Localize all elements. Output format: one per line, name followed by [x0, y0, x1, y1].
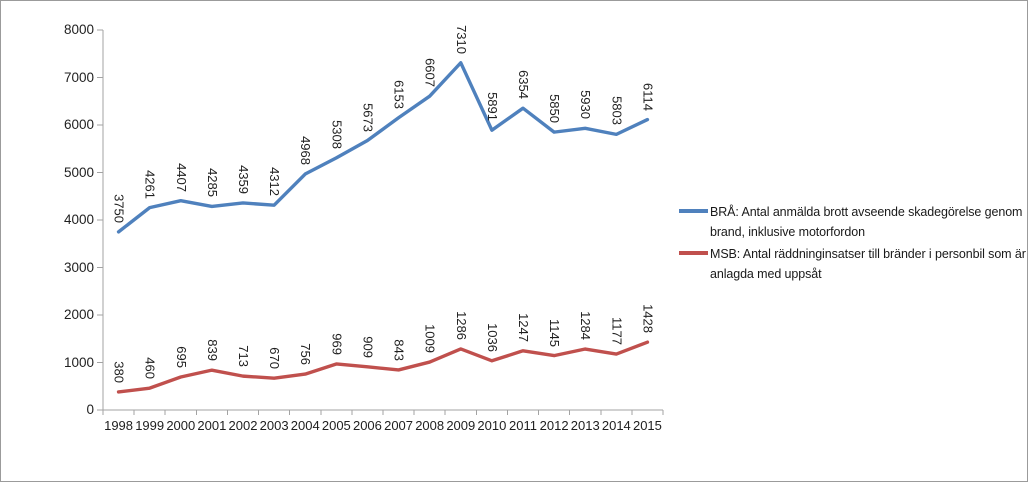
x-tick-label: 2000: [166, 418, 196, 433]
legend-label: BRÅ: Antal anmälda brott avseende skadeg…: [710, 205, 1023, 239]
series-line-msb: [116, 340, 650, 394]
data-label: 756: [298, 343, 314, 366]
legend-line-icon: [679, 209, 708, 213]
legend-entry-bra: BRÅ: Antal anmälda brott avseende skadeg…: [679, 202, 1027, 242]
x-tick-label: 2002: [228, 418, 258, 433]
data-label: 380: [111, 361, 127, 383]
data-label: 5850: [547, 94, 563, 124]
x-tick-label: 2013: [570, 418, 600, 433]
x-tick-label: 1998: [104, 418, 134, 433]
y-tick-label: 6000: [63, 117, 94, 132]
x-tick-label: 2006: [352, 418, 382, 433]
data-label: 1247: [516, 312, 531, 342]
legend-line-icon: [679, 251, 708, 255]
x-tick-label: 2007: [384, 418, 414, 433]
data-label: 1177: [609, 317, 625, 346]
x-tick-label: 2012: [539, 418, 569, 433]
data-label: 3750: [111, 193, 127, 223]
data-label: 1428: [640, 304, 656, 334]
x-tick-label: 2005: [321, 418, 351, 433]
data-label: 909: [360, 336, 376, 358]
data-label: 4968: [298, 136, 314, 166]
data-label: 1036: [484, 322, 500, 352]
data-label: 1286: [453, 310, 469, 340]
data-label: 695: [173, 346, 189, 368]
data-label: 6114: [640, 82, 656, 111]
data-label: 5673: [360, 102, 376, 132]
data-label: 969: [329, 333, 345, 355]
legend-entry-msb: MSB: Antal räddninginsatser till bränder…: [679, 244, 1027, 284]
x-tick-label: 2014: [601, 418, 631, 433]
data-label: 4359: [236, 165, 251, 194]
y-tick-label: 8000: [63, 22, 94, 37]
legend-label: MSB: Antal räddninginsatser till bränder…: [710, 247, 1026, 281]
data-label: 713: [236, 345, 251, 368]
data-label: 839: [204, 339, 220, 362]
data-label: 6153: [391, 79, 407, 109]
data-label: 4285: [204, 168, 220, 198]
x-tick-label: 2010: [477, 418, 507, 433]
x-tick-label: 2008: [415, 418, 445, 433]
data-label: 5308: [329, 119, 345, 149]
x-tick-label: 1999: [135, 418, 165, 433]
data-label: 6354: [516, 70, 531, 100]
data-label: 670: [267, 347, 283, 370]
y-tick-label: 3000: [63, 259, 94, 275]
data-label: 1145: [547, 318, 563, 347]
data-label: 7310: [453, 24, 469, 54]
data-label: 460: [142, 357, 158, 380]
data-label: 5891: [484, 92, 500, 122]
data-label: 1284: [578, 311, 594, 340]
y-tick-label: 0: [86, 402, 94, 417]
y-tick-label: 7000: [63, 69, 94, 85]
data-label: 4261: [142, 169, 158, 199]
x-tick-label: 2004: [290, 418, 320, 433]
data-label: 1009: [422, 324, 438, 354]
x-tick-label: 2015: [632, 418, 662, 433]
series-line-bra: [116, 61, 650, 234]
y-tick-label: 5000: [63, 164, 94, 180]
data-label: 4407: [173, 162, 189, 192]
data-label: 843: [391, 339, 407, 361]
data-label: 5930: [578, 90, 594, 120]
data-label: 6607: [422, 58, 438, 88]
x-tick-label: 2001: [197, 418, 227, 433]
y-tick-label: 4000: [63, 212, 94, 227]
x-tick-label: 2009: [446, 418, 476, 433]
y-tick-label: 1000: [63, 354, 94, 370]
x-tick-label: 2011: [509, 418, 537, 433]
legend: BRÅ: Antal anmälda brott avseende skadeg…: [679, 202, 1027, 286]
data-label: 5803: [609, 96, 625, 126]
x-tick-label: 2003: [259, 418, 289, 433]
y-tick-label: 2000: [63, 307, 94, 322]
data-label: 4312: [267, 167, 283, 197]
